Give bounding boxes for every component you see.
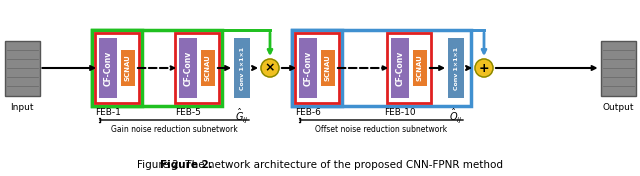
Text: SCNAU: SCNAU — [417, 55, 423, 81]
Text: FEB-6: FEB-6 — [295, 108, 321, 117]
Bar — [295, 33, 339, 103]
Text: FEB-1: FEB-1 — [95, 108, 121, 117]
Circle shape — [261, 59, 279, 77]
FancyBboxPatch shape — [4, 40, 40, 96]
Text: Offset noise reduction subnetwork: Offset noise reduction subnetwork — [316, 125, 447, 134]
Bar — [92, 30, 142, 106]
Bar — [92, 30, 222, 106]
Text: SCNAU: SCNAU — [205, 55, 211, 81]
Text: $\hat{O}_{ij}$: $\hat{O}_{ij}$ — [449, 106, 463, 125]
Text: $\hat{G}_{ij}$: $\hat{G}_{ij}$ — [236, 106, 249, 125]
Text: FEB-5: FEB-5 — [175, 108, 201, 117]
Text: Conv 1×1×1: Conv 1×1×1 — [239, 46, 244, 90]
FancyBboxPatch shape — [413, 50, 427, 86]
Bar — [292, 30, 471, 106]
Bar — [387, 33, 431, 103]
FancyBboxPatch shape — [234, 38, 250, 98]
FancyBboxPatch shape — [121, 50, 135, 86]
Text: SCNAU: SCNAU — [125, 55, 131, 81]
Text: Figure 2. The network architecture of the proposed CNN-FPNR method: Figure 2. The network architecture of th… — [137, 160, 503, 170]
FancyBboxPatch shape — [299, 38, 317, 98]
Text: Input: Input — [10, 103, 34, 112]
Text: Conv 1×1×1: Conv 1×1×1 — [454, 46, 458, 90]
Bar — [292, 30, 342, 106]
Text: Gain noise reduction subnetwork: Gain noise reduction subnetwork — [111, 125, 238, 134]
Text: Output: Output — [602, 103, 634, 112]
FancyBboxPatch shape — [600, 40, 636, 96]
Text: CF-Conv: CF-Conv — [303, 50, 312, 86]
Bar — [175, 33, 219, 103]
FancyBboxPatch shape — [321, 50, 335, 86]
FancyBboxPatch shape — [179, 38, 197, 98]
FancyBboxPatch shape — [448, 38, 464, 98]
FancyBboxPatch shape — [99, 38, 117, 98]
Text: FEB-10: FEB-10 — [384, 108, 416, 117]
FancyBboxPatch shape — [391, 38, 409, 98]
Circle shape — [475, 59, 493, 77]
Text: +: + — [479, 61, 490, 74]
Text: ×: × — [265, 61, 275, 74]
FancyBboxPatch shape — [201, 50, 215, 86]
Text: CF-Conv: CF-Conv — [184, 50, 193, 86]
Text: CF-Conv: CF-Conv — [396, 50, 404, 86]
Text: SCNAU: SCNAU — [325, 55, 331, 81]
Bar — [95, 33, 139, 103]
Text: Figure 2.: Figure 2. — [160, 160, 212, 170]
Text: CF-Conv: CF-Conv — [104, 50, 113, 86]
